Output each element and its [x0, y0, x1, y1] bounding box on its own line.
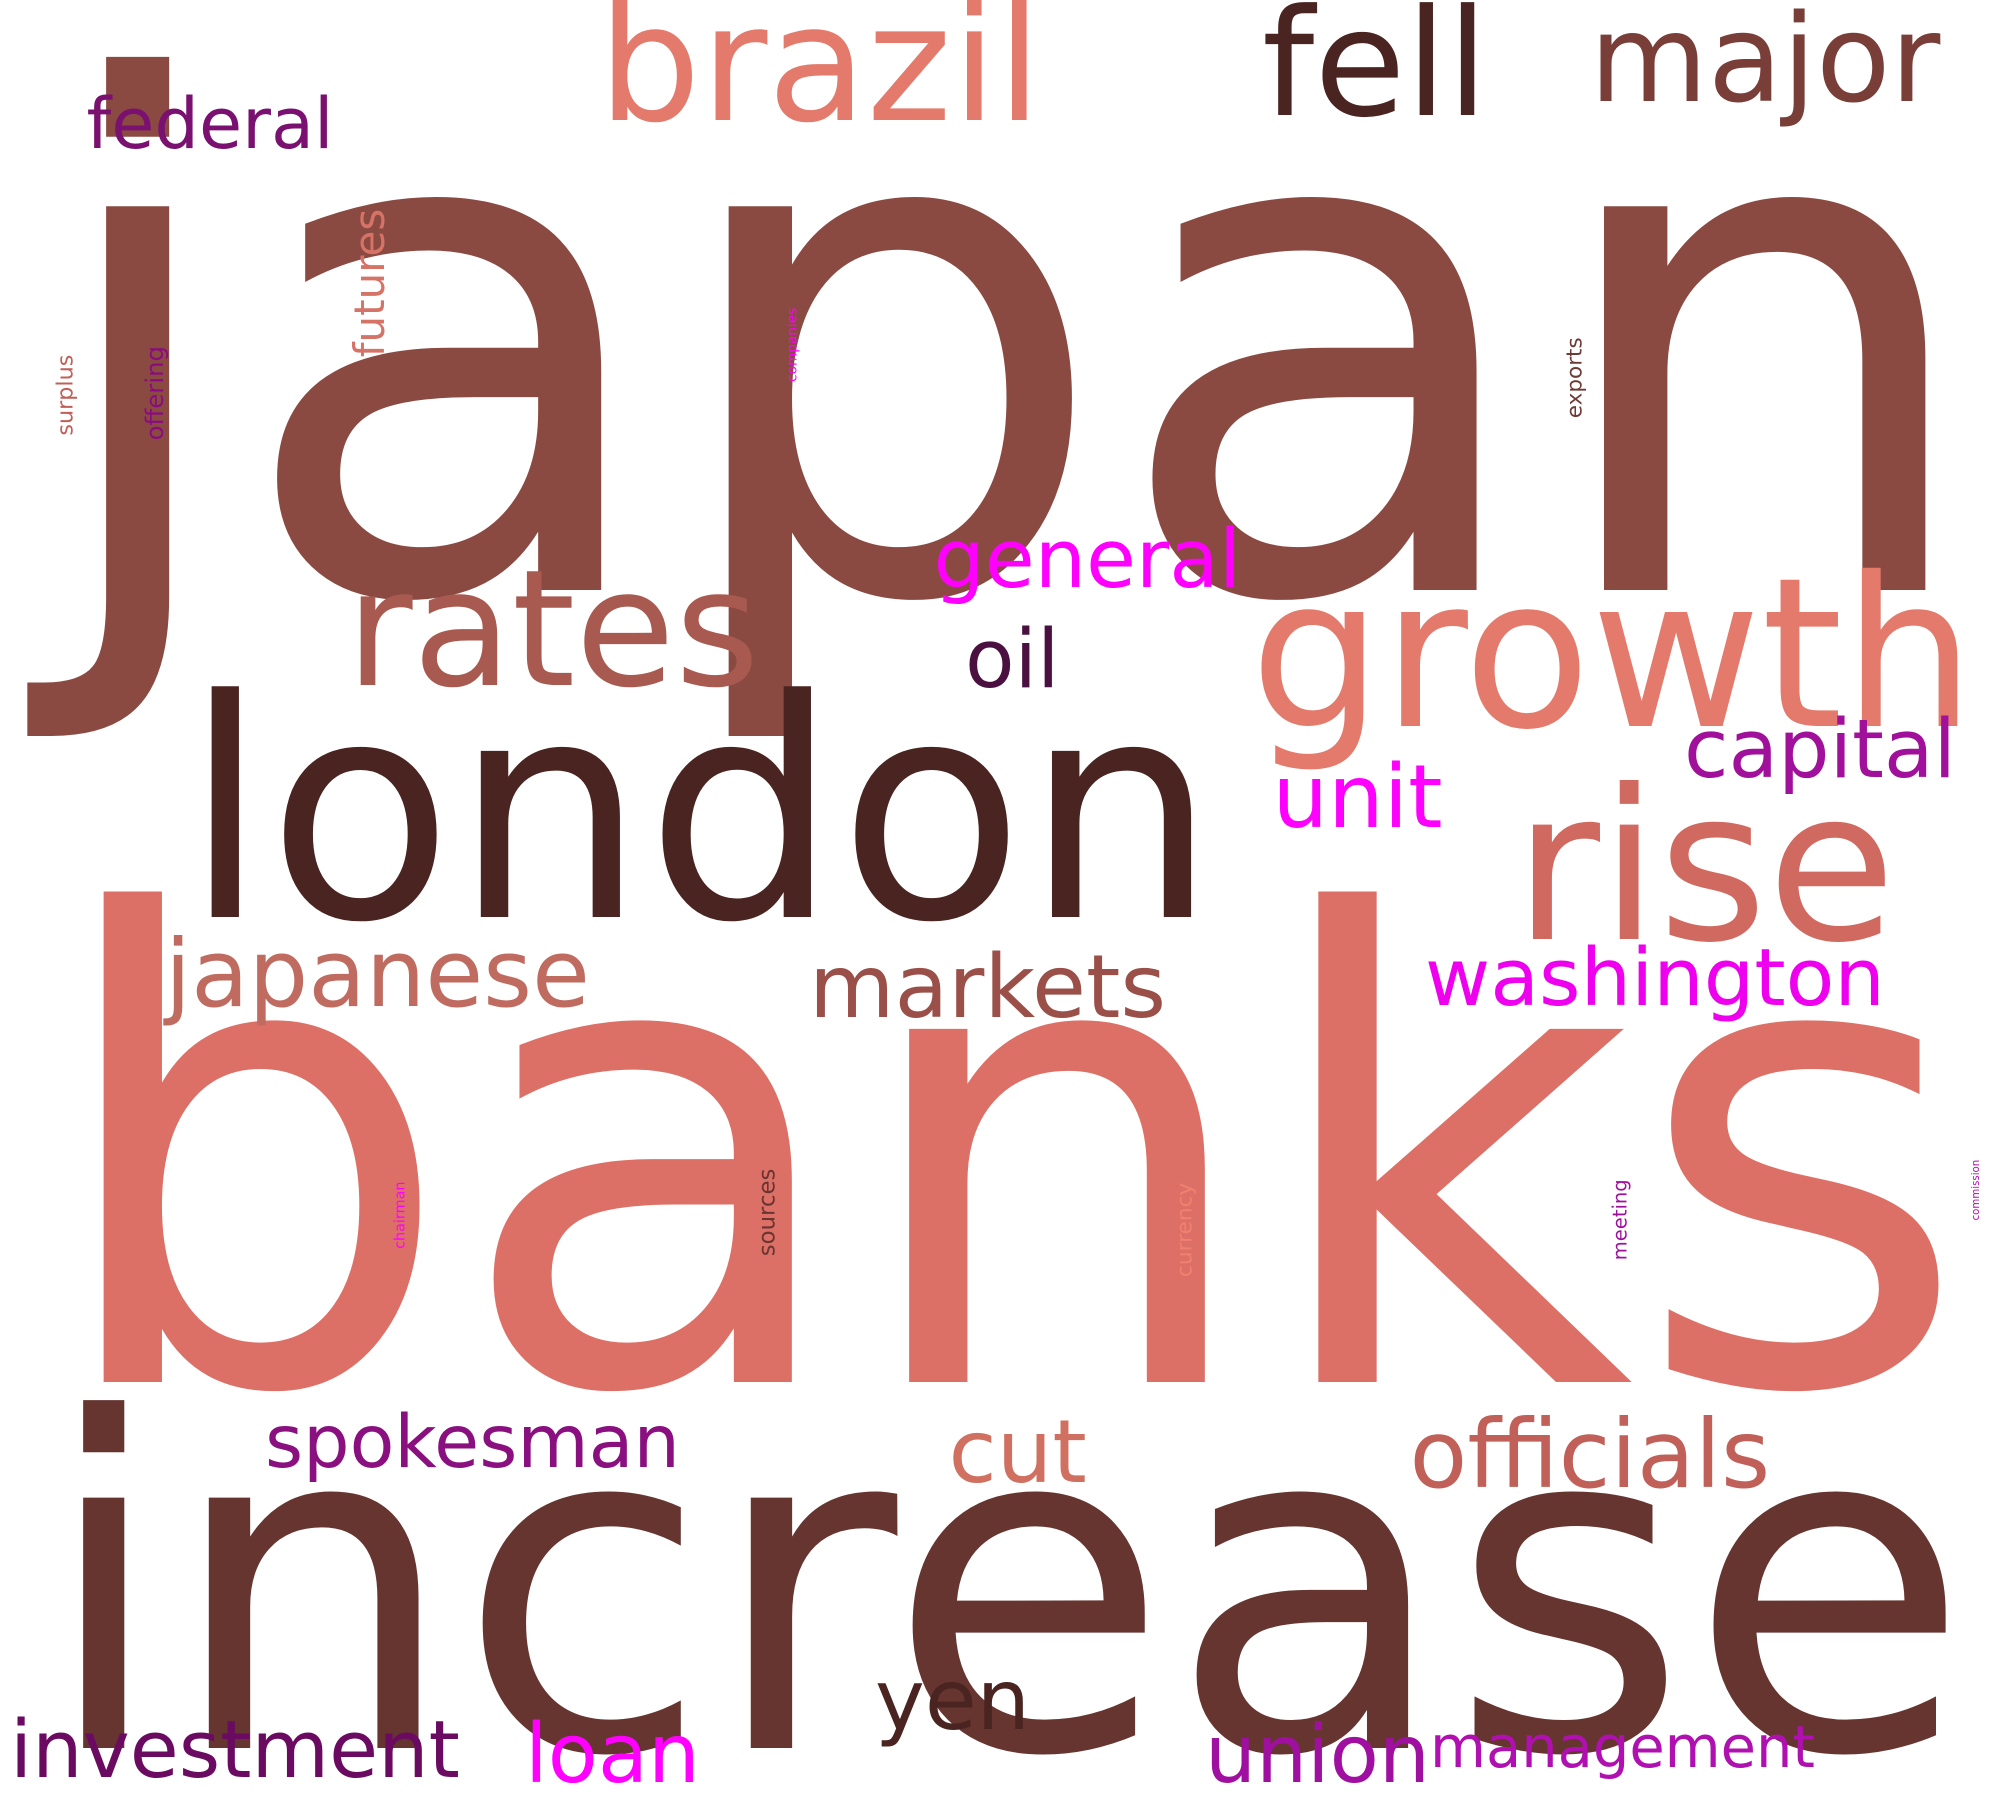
word-markets: markets — [809, 935, 1167, 1038]
word-rates: rates — [346, 536, 760, 724]
word-sources: sources — [753, 1168, 780, 1257]
word-surplus: surplus — [51, 354, 78, 436]
word-washington: washington — [1425, 930, 1885, 1024]
word-offering: offering — [140, 345, 170, 440]
word-fell: fell — [1262, 0, 1489, 151]
word-federal: federal — [86, 83, 334, 165]
word-chairman: chairman — [392, 1181, 409, 1249]
word-unit: unit — [1272, 745, 1443, 848]
word-officials: officials — [1409, 1399, 1771, 1510]
word-union: union — [1205, 1707, 1430, 1800]
word-management: management — [1430, 1714, 1815, 1781]
word-loan: loan — [525, 1707, 700, 1800]
word-brazil: brazil — [598, 0, 1042, 159]
word-japan: japan — [40, 0, 1985, 756]
word-companies: companies — [783, 307, 800, 382]
word-currency: currency — [1172, 1182, 1198, 1278]
word-banks: banks — [45, 784, 1970, 1535]
word-commission: commission — [1971, 1159, 1983, 1221]
word-yen: yen — [875, 1651, 1030, 1749]
word-oil: oil — [965, 612, 1060, 707]
word-rise: rise — [1514, 746, 1896, 989]
word-increase: increase — [40, 1323, 1970, 1800]
word-exports: exports — [1562, 336, 1588, 418]
word-japanese: japanese — [165, 920, 590, 1029]
word-london: london — [183, 634, 1217, 989]
word-spokesman: spokesman — [265, 1400, 680, 1485]
word-growth: growth — [1250, 534, 1975, 776]
word-futures: futures — [345, 208, 395, 357]
word-major: major — [1589, 0, 1941, 130]
word-meeting: meeting — [1608, 1179, 1632, 1261]
word-cut: cut — [948, 1400, 1087, 1503]
word-capital: capital — [1684, 702, 1956, 797]
word-investment: investment — [10, 1703, 460, 1796]
word-general: general — [933, 512, 1242, 607]
